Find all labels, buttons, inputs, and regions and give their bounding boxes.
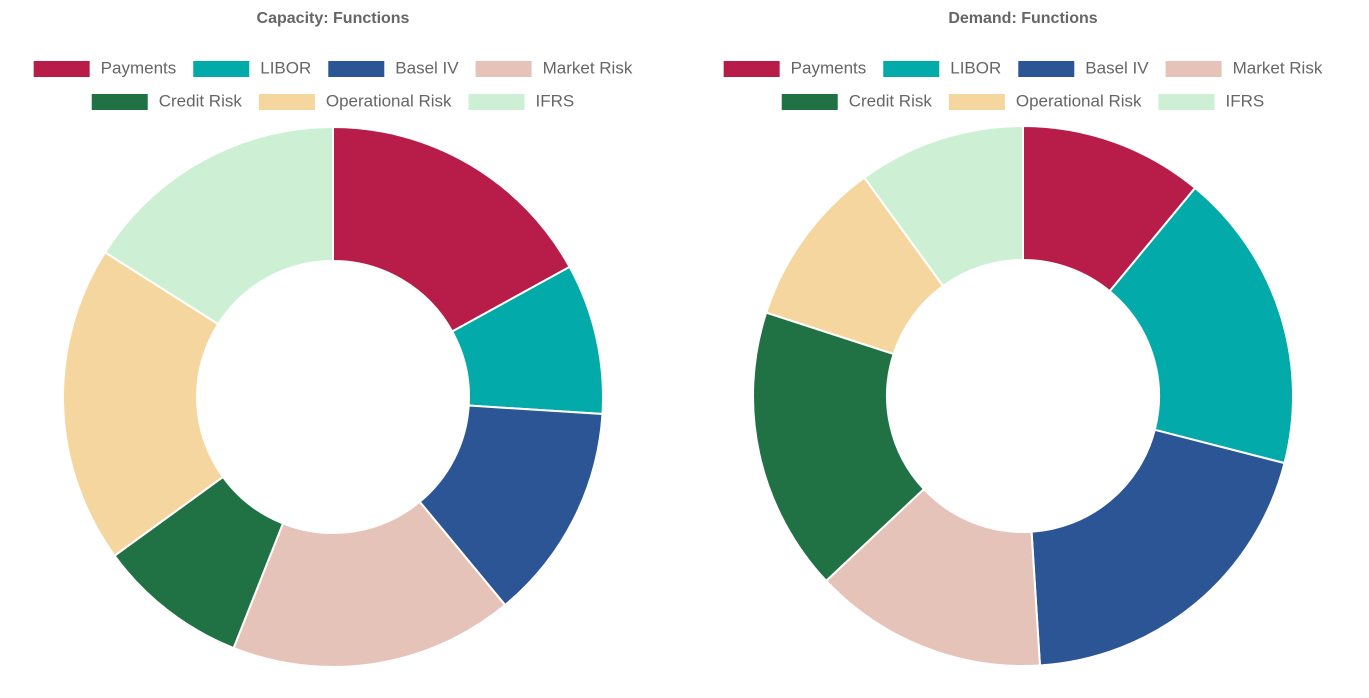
legend-label: LIBOR <box>260 58 311 77</box>
legend-item: Market Risk <box>475 58 633 77</box>
legend-item: Operational Risk <box>258 91 452 110</box>
legend-swatch <box>33 61 90 77</box>
legend-label: Basel IV <box>395 58 459 77</box>
legend-swatch <box>193 61 250 77</box>
legend-item: Credit Risk <box>91 91 243 110</box>
legend-swatch <box>1018 61 1075 77</box>
legend-item: Credit Risk <box>781 91 933 110</box>
legend-swatch <box>475 61 532 77</box>
doughnut-segment <box>752 311 926 583</box>
doughnut-segment <box>332 125 571 333</box>
legend-item: Operational Risk <box>948 91 1142 110</box>
legend-label: Operational Risk <box>326 91 452 110</box>
legend-swatch <box>723 61 780 77</box>
doughnut-segment <box>103 125 334 326</box>
legend-label: Payments <box>791 58 867 77</box>
doughnut-segment <box>862 124 1024 288</box>
legend-label: IFRS <box>1226 91 1265 110</box>
chart: Demand: Functions Payments LIBOR Basel IV Ma… <box>723 10 1323 667</box>
doughnut-segment <box>824 487 1042 667</box>
legend-label: Payments <box>101 58 177 77</box>
legend-item: Payments <box>723 58 867 77</box>
doughnut-segment <box>62 250 225 558</box>
legend-label: LIBOR <box>950 58 1001 77</box>
legend-label: Basel IV <box>1085 58 1149 77</box>
legend-label: Market Risk <box>1233 58 1323 77</box>
legend-label: Credit Risk <box>159 91 243 110</box>
chart-title: Capacity: Functions <box>257 10 410 27</box>
doughnut-segment <box>232 500 507 668</box>
legend-label: IFRS <box>536 91 575 110</box>
legend-item: Market Risk <box>1165 58 1323 77</box>
legend-item: Basel IV <box>328 58 459 77</box>
legend-swatch <box>883 61 940 77</box>
chart: Capacity: Functions Payments LIBOR Basel IV… <box>33 10 633 668</box>
legend-label: Operational Risk <box>1016 91 1142 110</box>
legend-swatch <box>1165 61 1222 77</box>
legend-swatch <box>468 94 525 110</box>
legend-item: LIBOR <box>193 58 311 77</box>
legend-label: Credit Risk <box>849 91 933 110</box>
legend-item: IFRS <box>468 91 575 110</box>
doughnut-segment <box>1108 186 1294 465</box>
legend-swatch <box>781 94 838 110</box>
doughnut-segment <box>418 404 604 607</box>
legend-item: IFRS <box>1158 91 1265 110</box>
legend-item: Payments <box>33 58 177 77</box>
legend-label: Market Risk <box>543 58 633 77</box>
legend-swatch <box>91 94 148 110</box>
chart-title: Demand: Functions <box>948 10 1097 27</box>
legend-swatch <box>948 94 1005 110</box>
legend-item: LIBOR <box>883 58 1001 77</box>
legend-item: Basel IV <box>1018 58 1149 77</box>
legend-swatch <box>328 61 385 77</box>
legend-swatch <box>1158 94 1215 110</box>
doughnut-segment <box>1030 428 1286 667</box>
legend-swatch <box>258 94 315 110</box>
